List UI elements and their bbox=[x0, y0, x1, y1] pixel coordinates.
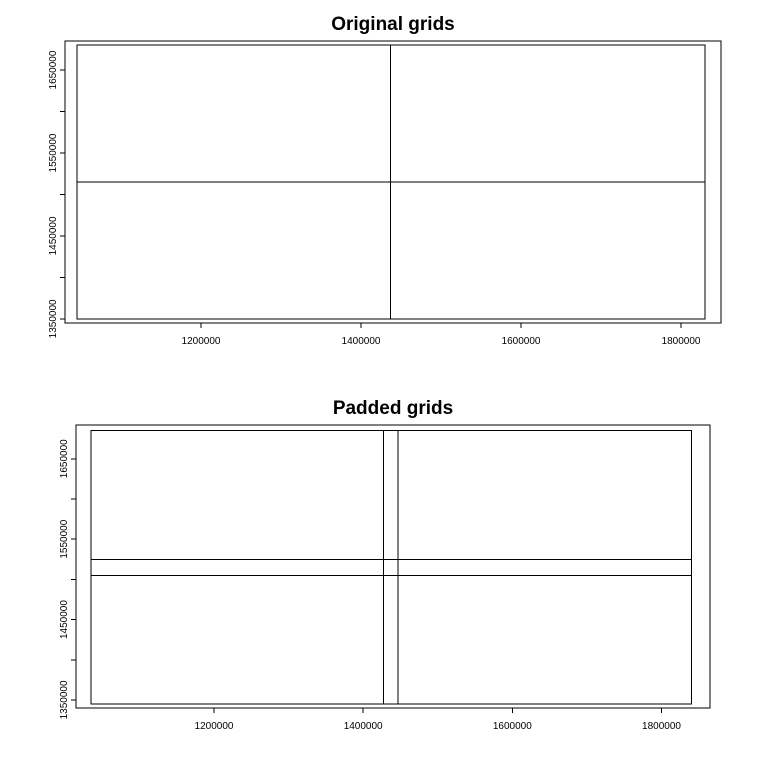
y-tick-label: 1550000 bbox=[48, 133, 59, 172]
x-tick-label: 1400000 bbox=[342, 336, 381, 347]
plot-box bbox=[75, 424, 711, 709]
grid-cell-3 bbox=[90, 430, 399, 576]
grid-cell-2 bbox=[382, 558, 692, 705]
y-tick-label: 1450000 bbox=[48, 216, 59, 255]
grid-cell-4 bbox=[390, 44, 706, 183]
y-tick-label: 1350000 bbox=[48, 299, 59, 338]
grid-cell-4 bbox=[382, 430, 692, 576]
y-tick-label: 1650000 bbox=[59, 439, 70, 478]
chart-title: Padded grids bbox=[333, 398, 453, 419]
grid-panel-1: Original grids 1200000 1400000 1600000 18000… bbox=[48, 14, 722, 347]
x-tick-label: 1400000 bbox=[344, 721, 383, 732]
y-tick-label: 1550000 bbox=[59, 519, 70, 558]
extent-frame bbox=[90, 430, 692, 705]
x-tick-label: 1600000 bbox=[502, 336, 541, 347]
plot-box bbox=[64, 40, 722, 324]
grid-panel-2: Padded grids 1200000 1400000 1600000 1800000… bbox=[59, 398, 711, 732]
y-tick-label: 1650000 bbox=[48, 50, 59, 89]
grid-cell-1 bbox=[76, 181, 392, 320]
x-tick-label: 1600000 bbox=[493, 721, 532, 732]
grid-cell-3 bbox=[76, 44, 392, 183]
x-tick-label: 1200000 bbox=[195, 721, 234, 732]
y-tick-label: 1350000 bbox=[59, 680, 70, 719]
y-tick-label: 1450000 bbox=[59, 600, 70, 639]
chart-title: Original grids bbox=[331, 14, 455, 35]
grid-cell-2 bbox=[390, 181, 706, 320]
x-tick-label: 1800000 bbox=[642, 721, 681, 732]
grid-cell-1 bbox=[90, 558, 399, 705]
x-tick-label: 1800000 bbox=[662, 336, 701, 347]
x-tick-label: 1200000 bbox=[182, 336, 221, 347]
